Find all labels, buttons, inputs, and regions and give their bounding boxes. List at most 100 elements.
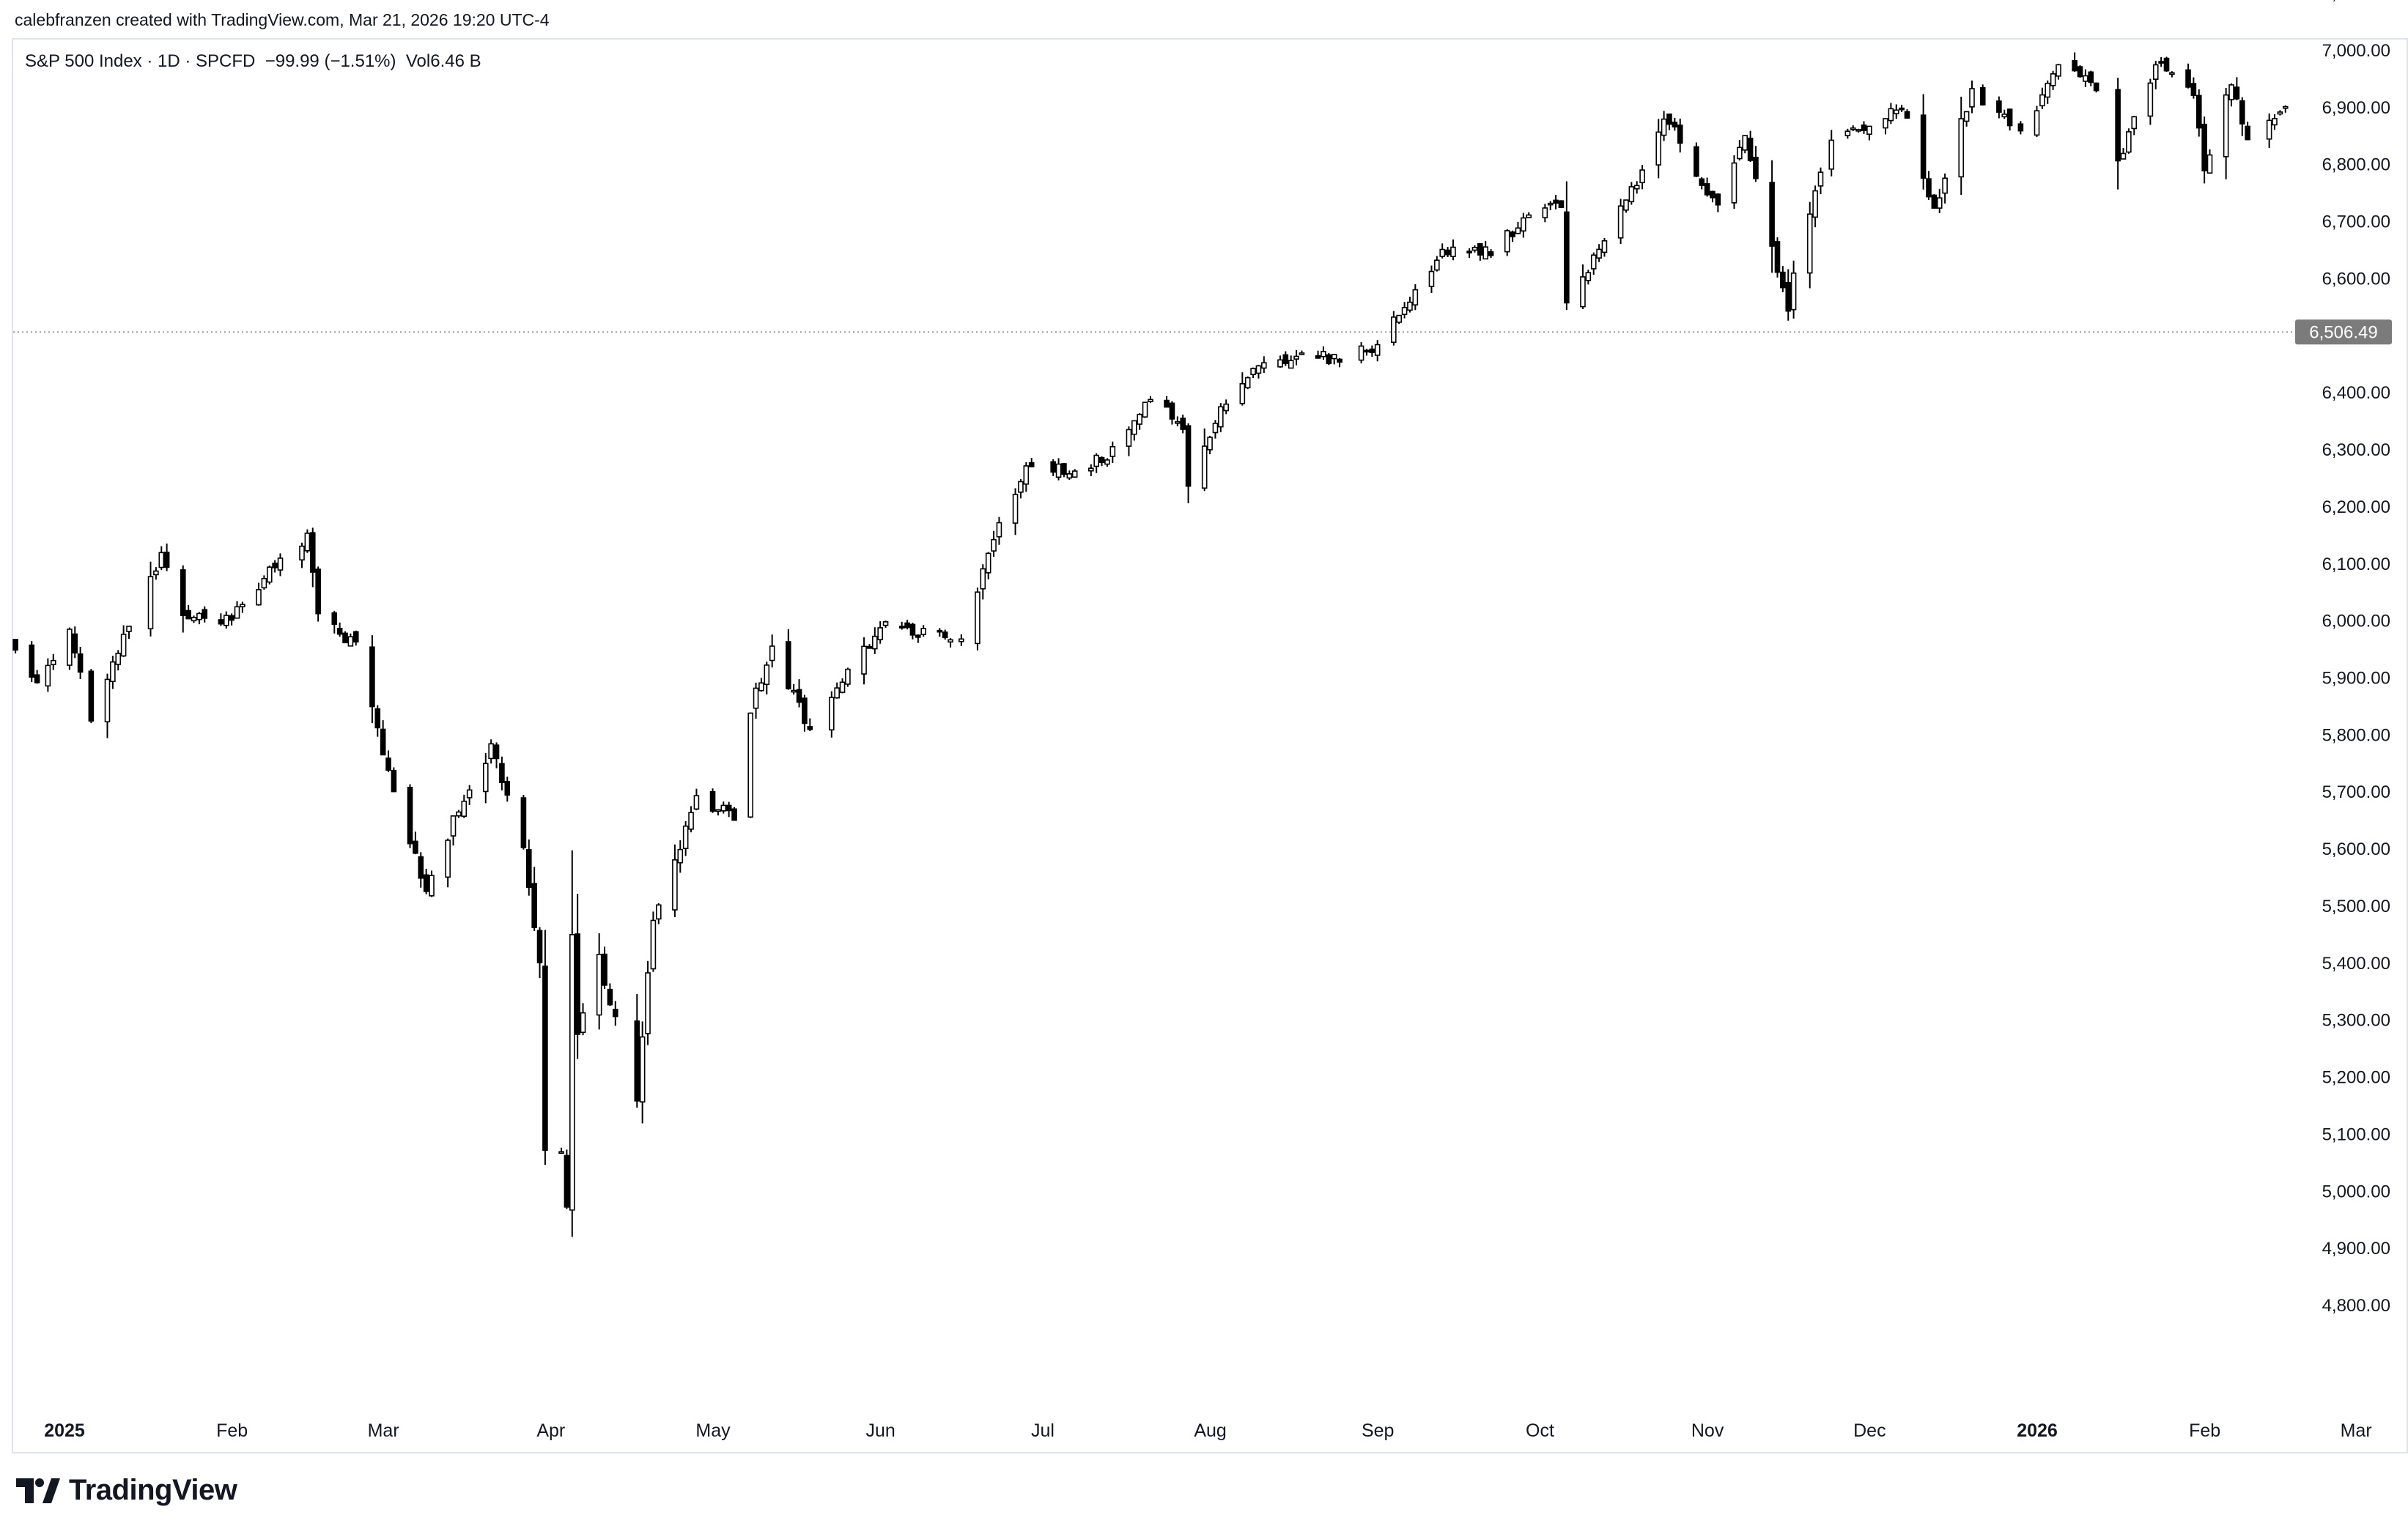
candle-body-up xyxy=(445,840,451,878)
candle-body-up xyxy=(769,645,775,662)
candle-body-down xyxy=(1061,463,1067,475)
candle-body-up xyxy=(1218,406,1224,428)
candle-body-down xyxy=(1444,249,1451,256)
candle-body-down xyxy=(1326,354,1332,365)
candle-body-up xyxy=(1407,301,1413,311)
candle-body-down xyxy=(785,641,791,689)
candle-body-up xyxy=(2152,64,2159,80)
candle-body-up xyxy=(650,919,657,970)
candle-body-up xyxy=(1137,413,1142,425)
candle-body-down xyxy=(725,804,732,812)
candle-body-down xyxy=(1780,271,1786,289)
candle-body-down xyxy=(407,786,413,845)
candle-body-up xyxy=(985,552,991,574)
candle-body-up xyxy=(948,639,953,643)
candle-body-up xyxy=(569,934,575,1211)
candle-body-up xyxy=(1639,169,1645,184)
y-axis-tick-label: 5,900.00 xyxy=(2322,669,2390,689)
last-price-label-bg xyxy=(2295,319,2392,345)
candle-body-down xyxy=(602,953,607,986)
candle-body-up xyxy=(1942,177,1948,194)
candle-body-up xyxy=(845,668,851,685)
candle-body-down xyxy=(1098,456,1105,464)
candle-body-up xyxy=(1482,246,1489,260)
candle-body-down xyxy=(2234,86,2240,100)
candle-body-up xyxy=(1883,118,1888,129)
candle-body-up xyxy=(2206,154,2213,174)
candle-body-up xyxy=(2050,73,2056,86)
candle-body-up xyxy=(920,628,926,635)
candle-body-up xyxy=(861,645,867,675)
y-axis-tick-label: 5,500.00 xyxy=(2322,897,2390,916)
candle-body-up xyxy=(1175,420,1181,424)
candle-body-up xyxy=(677,848,684,864)
candle-body-up xyxy=(1412,289,1419,305)
candle-body-down xyxy=(504,780,511,796)
candle-body-up xyxy=(104,678,111,723)
last-price-label: 6,506.49 xyxy=(2309,322,2377,342)
candle-body-down xyxy=(937,629,943,633)
candle-body-down xyxy=(1996,100,2002,113)
candle-body-down xyxy=(2158,61,2164,64)
candle-body-up xyxy=(877,627,883,640)
candle-body-down xyxy=(1699,178,1705,186)
candle-body-up xyxy=(1633,185,1640,190)
candle-body-up xyxy=(2169,72,2175,75)
y-axis-tick-label: 5,000.00 xyxy=(2322,1182,2390,1201)
candle-body-up xyxy=(2131,116,2138,130)
candle-body-down xyxy=(423,874,429,892)
candle-body-up xyxy=(466,789,473,799)
candle-body-up xyxy=(158,552,165,568)
candle-body-down xyxy=(2017,123,2024,132)
candle-body-up xyxy=(1255,365,1262,374)
candle-body-down xyxy=(1028,462,1035,467)
candle-body-up xyxy=(1958,118,1965,178)
candle-body-up xyxy=(1299,352,1305,355)
candle-body-down xyxy=(1050,461,1056,473)
candle-body-down xyxy=(499,763,505,784)
candle-body-down xyxy=(1337,358,1343,363)
candle-body-down xyxy=(1666,113,1672,125)
x-axis-tick-label: 2026 xyxy=(2017,1420,2058,1441)
candle-body-down xyxy=(1672,122,1678,127)
candle-body-up xyxy=(277,557,284,571)
candle-body-up xyxy=(1148,399,1153,402)
candle-body-up xyxy=(747,712,753,818)
candle-body-down xyxy=(1931,194,1938,209)
candle-body-up xyxy=(882,621,889,626)
candle-body-down xyxy=(564,1155,570,1208)
candle-body-up xyxy=(456,811,462,817)
candle-body-up xyxy=(126,626,132,632)
candle-body-up xyxy=(261,577,267,589)
candle-body-up xyxy=(1936,197,1943,209)
candle-body-down xyxy=(380,728,386,756)
candle-body-up xyxy=(223,615,229,626)
candle-body-up xyxy=(45,664,51,687)
candle-body-down xyxy=(1169,402,1175,420)
candle-body-up xyxy=(558,1151,564,1154)
candle-body-up xyxy=(1790,273,1797,311)
candle-body-down xyxy=(1704,183,1710,196)
chart-panel[interactable] xyxy=(12,38,2408,1453)
candle-body-up xyxy=(1812,190,1818,218)
candle-body-down xyxy=(331,612,338,625)
candle-body-down xyxy=(2239,100,2245,125)
candle-body-up xyxy=(488,743,494,760)
legend-symbol: S&P 500 Index · 1D · SPCFD xyxy=(25,51,256,71)
tradingview-logo[interactable]: TradingView xyxy=(16,1474,237,1507)
candle-body-up xyxy=(1963,111,1970,122)
candle-body-up xyxy=(834,687,840,699)
symbol-legend: S&P 500 Index · 1D · SPCFD −99.99 (−1.51… xyxy=(25,51,481,72)
candle-body-up xyxy=(1542,207,1548,218)
candle-body-up xyxy=(147,576,154,630)
candle-body-down xyxy=(898,626,905,629)
candle-body-up xyxy=(1590,254,1597,270)
candle-body-up xyxy=(1321,351,1326,357)
candle-body-down xyxy=(2093,82,2099,92)
candle-body-down xyxy=(1553,199,1559,204)
candle-body-down xyxy=(2115,89,2121,162)
candle-body-up xyxy=(1396,314,1403,323)
candle-body-down xyxy=(202,609,208,619)
candle-body-down xyxy=(2006,108,2013,127)
